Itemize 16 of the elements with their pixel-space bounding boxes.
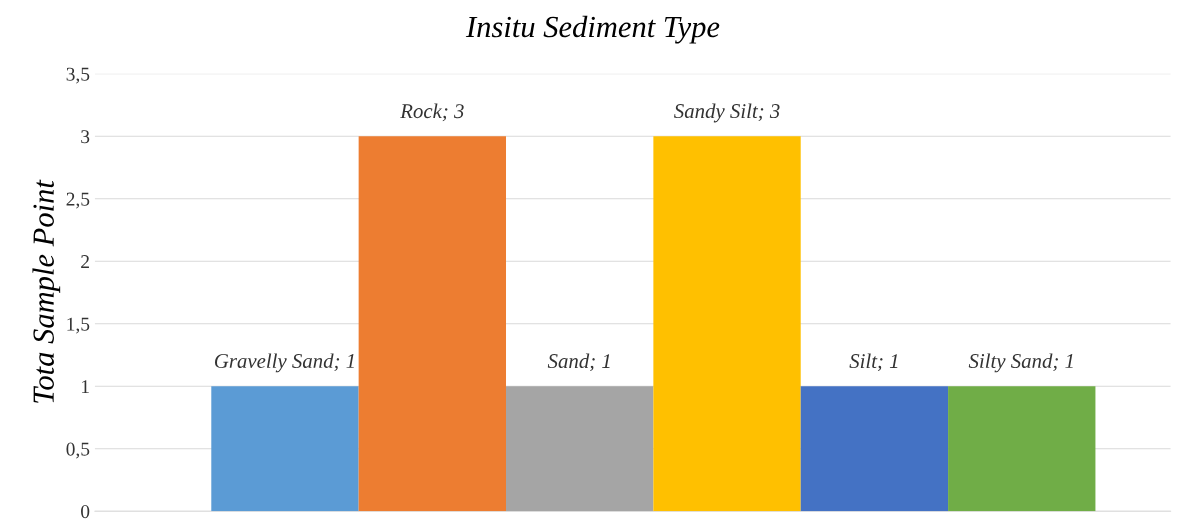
y-tick-label: 1,5 <box>67 317 90 334</box>
data-label: Sandy Silt; 3 <box>674 103 780 123</box>
y-tick-label: 3 <box>81 130 90 144</box>
y-tick-label: 2,5 <box>66 192 90 209</box>
data-label: Silty Sand; 1 <box>968 353 1073 373</box>
y-tick-label: 3,5 <box>66 67 90 84</box>
data-label: Rock; 3 <box>400 103 464 122</box>
y-tick-label: 0 <box>81 505 90 519</box>
data-label: Gravelly Sand; 1 <box>214 353 354 373</box>
y-axis-title: Tota Sample Point <box>32 179 61 403</box>
data-label: Sand; 1 <box>547 353 610 372</box>
data-label: Silt; 1 <box>849 353 898 372</box>
y-tick-label: 2 <box>81 255 89 268</box>
y-tick-label: 0,5 <box>66 442 90 459</box>
y-tick-label: 1 <box>82 380 89 393</box>
chart-title: Insitu Sediment Type <box>465 15 720 44</box>
